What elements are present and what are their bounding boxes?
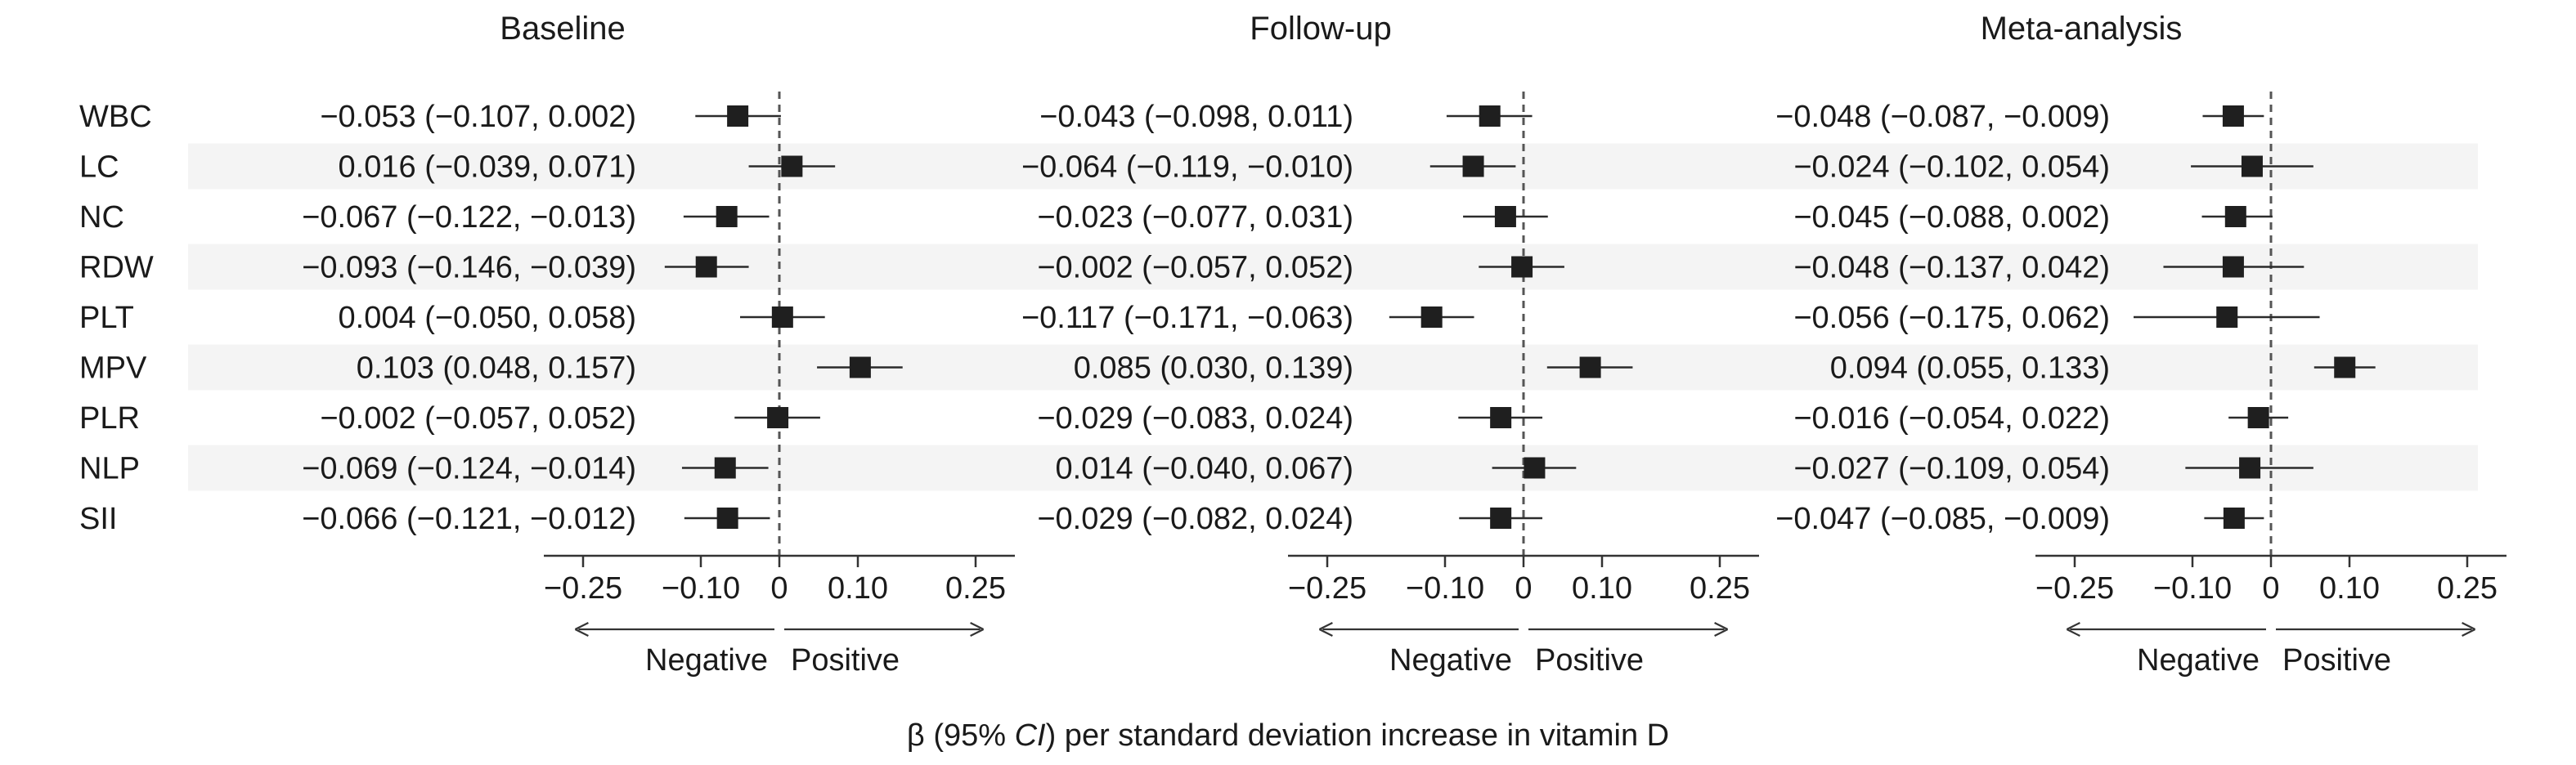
row-label-mpv: MPV xyxy=(79,351,147,386)
panel-1-ci-text: −0.067 (−0.122, −0.013) xyxy=(302,200,636,235)
panel-2-ci-text: −0.029 (−0.082, 0.024) xyxy=(1037,502,1353,536)
panel-1-point-estimate xyxy=(767,407,789,428)
panel-2-negative-label: Negative xyxy=(1389,643,1512,678)
row-label-sii: SII xyxy=(79,502,117,536)
panel-2-x-tick-label: −0.10 xyxy=(1406,571,1484,606)
panel-2-ci-text: −0.043 (−0.098, 0.011) xyxy=(1039,100,1353,134)
panel-1-x-tick-label: −0.10 xyxy=(662,571,740,606)
panel-1-ci-text: 0.016 (−0.039, 0.071) xyxy=(339,150,636,185)
panel-2-point-estimate xyxy=(1524,457,1546,479)
panel-3-ci-text: −0.056 (−0.175, 0.062) xyxy=(1793,301,2110,335)
panel-1-ci-text: 0.004 (−0.050, 0.058) xyxy=(339,301,636,335)
footnote: β (95% CI) per standard deviation increa… xyxy=(907,718,1669,753)
panel-1-point-estimate xyxy=(716,508,738,529)
panel-3-point-estimate xyxy=(2222,256,2244,278)
panel-2-ci-text: 0.014 (−0.040, 0.067) xyxy=(1056,452,1353,486)
panel-2-positive-arrowhead xyxy=(1714,622,1729,637)
panel-3-x-tick-label: −0.25 xyxy=(2035,571,2114,606)
panel-1-point-estimate xyxy=(716,206,738,227)
panel-3-point-estimate xyxy=(2247,407,2269,428)
panel-2-point-estimate xyxy=(1420,306,1443,328)
panel-3-ci-text: −0.048 (−0.137, 0.042) xyxy=(1793,251,2110,285)
panel-3-positive-label: Positive xyxy=(2282,643,2391,678)
panel-2-ci-text: −0.064 (−0.119, −0.010) xyxy=(1021,150,1353,185)
panel-2-point-estimate xyxy=(1479,105,1501,127)
panel-2-ci-text: −0.002 (−0.057, 0.052) xyxy=(1037,251,1353,285)
row-band xyxy=(188,244,2478,290)
panel-3-x-tick-label: 0 xyxy=(2262,571,2279,606)
row-label-nlp: NLP xyxy=(79,452,140,486)
panel-1-negative-label: Negative xyxy=(645,643,768,678)
panel-1-ci-text: −0.066 (−0.121, −0.012) xyxy=(302,502,636,536)
panel-3-point-estimate xyxy=(2216,306,2238,328)
panel-1-ci-text: −0.069 (−0.124, −0.014) xyxy=(302,452,636,486)
panel-2-positive-label: Positive xyxy=(1535,643,1644,678)
panel-3-point-estimate xyxy=(2239,457,2261,479)
panel-3-ci-text: −0.024 (−0.102, 0.054) xyxy=(1793,150,2110,185)
panel-2-point-estimate xyxy=(1494,206,1516,227)
panel-3-negative-label: Negative xyxy=(2137,643,2260,678)
panel-1-x-tick-label: −0.25 xyxy=(544,571,622,606)
row-band xyxy=(188,344,2478,391)
panel-2-ci-text: −0.029 (−0.083, 0.024) xyxy=(1037,401,1353,436)
panel-1-point-estimate xyxy=(771,306,793,328)
panel-2-point-estimate xyxy=(1579,356,1601,378)
panel-2-x-tick-label: −0.25 xyxy=(1288,571,1367,606)
panel-3-point-estimate xyxy=(2241,155,2263,177)
row-label-lc: LC xyxy=(79,150,119,185)
row-label-wbc: WBC xyxy=(79,100,152,134)
panel-1-point-estimate xyxy=(781,155,803,177)
panel-3-point-estimate xyxy=(2222,105,2244,127)
panel-3-ci-text: −0.048 (−0.087, −0.009) xyxy=(1775,100,2110,134)
row-label-plr: PLR xyxy=(79,401,140,436)
panel-2-point-estimate xyxy=(1490,407,1512,428)
panel-1-point-estimate xyxy=(714,457,736,479)
row-label-nc: NC xyxy=(79,200,124,235)
panel-3-point-estimate xyxy=(2334,356,2356,378)
panel-3-x-tick-label: −0.10 xyxy=(2153,571,2232,606)
panel-1-x-tick-label: 0.25 xyxy=(945,571,1006,606)
panel-3-x-tick-label: 0.25 xyxy=(2437,571,2497,606)
panel-3-x-tick-label: 0.10 xyxy=(2319,571,2380,606)
panel-1-ci-text: −0.093 (−0.146, −0.039) xyxy=(302,251,636,285)
panel-1-negative-arrowhead xyxy=(574,622,589,637)
panel-1-ci-text: −0.002 (−0.057, 0.052) xyxy=(320,401,636,436)
panel-3-ci-text: 0.094 (0.055, 0.133) xyxy=(1830,351,2110,386)
panel-2-title: Follow-up xyxy=(1250,11,1391,47)
panel-3-ci-text: −0.027 (−0.109, 0.054) xyxy=(1793,452,2110,486)
panel-2-point-estimate xyxy=(1511,256,1533,278)
panel-2-ci-text: 0.085 (0.030, 0.139) xyxy=(1074,351,1353,386)
panel-3-positive-arrowhead xyxy=(2462,622,2476,637)
panel-2-negative-arrowhead xyxy=(1318,622,1333,637)
panel-2-point-estimate xyxy=(1462,155,1484,177)
panel-1-title: Baseline xyxy=(500,11,625,47)
panel-3-ci-text: −0.016 (−0.054, 0.022) xyxy=(1793,401,2110,436)
panel-2-x-tick-label: 0.10 xyxy=(1572,571,1632,606)
panel-2-x-tick-label: 0.25 xyxy=(1690,571,1750,606)
row-label-plt: PLT xyxy=(79,301,134,335)
row-label-rdw: RDW xyxy=(79,251,154,285)
panel-2-ci-text: −0.023 (−0.077, 0.031) xyxy=(1037,200,1353,235)
panel-1-positive-label: Positive xyxy=(791,643,900,678)
panel-2-x-tick-label: 0 xyxy=(1515,571,1532,606)
panel-1-point-estimate xyxy=(727,105,749,127)
panel-1-ci-text: 0.103 (0.048, 0.157) xyxy=(357,351,636,386)
panel-2-ci-text: −0.117 (−0.171, −0.063) xyxy=(1021,301,1353,335)
panel-3-point-estimate xyxy=(2223,508,2245,529)
panel-3-title: Meta-analysis xyxy=(1981,11,2183,47)
panel-1-ci-text: −0.053 (−0.107, 0.002) xyxy=(320,100,636,134)
row-band xyxy=(188,143,2478,190)
panel-3-ci-text: −0.045 (−0.088, 0.002) xyxy=(1793,200,2110,235)
panel-2-point-estimate xyxy=(1490,508,1512,529)
panel-1-x-tick-label: 0.10 xyxy=(828,571,888,606)
panel-1-x-tick-label: 0 xyxy=(770,571,788,606)
row-band xyxy=(188,445,2478,491)
panel-1-positive-arrowhead xyxy=(970,622,985,637)
panel-1-point-estimate xyxy=(695,256,717,278)
panel-3-point-estimate xyxy=(2224,206,2246,227)
panel-1-point-estimate xyxy=(849,356,871,378)
panel-3-ci-text: −0.047 (−0.085, −0.009) xyxy=(1775,502,2110,536)
panel-3-negative-arrowhead xyxy=(2066,622,2080,637)
